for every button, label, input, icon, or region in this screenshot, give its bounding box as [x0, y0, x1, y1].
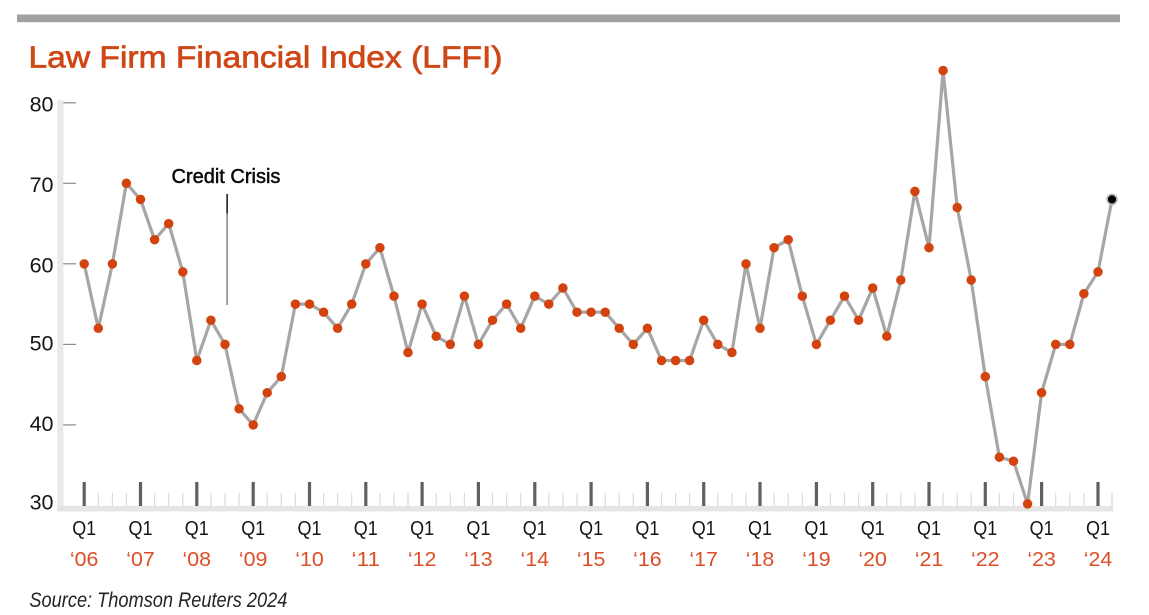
svg-text:Q1: Q1 [692, 518, 716, 540]
svg-text:Q1: Q1 [523, 518, 547, 540]
svg-text:‘18: ‘18 [746, 549, 775, 571]
svg-text:Credit Crisis: Credit Crisis [172, 166, 281, 188]
svg-text:‘12: ‘12 [408, 549, 437, 571]
svg-text:‘20: ‘20 [858, 549, 887, 571]
svg-text:Source: Thomson Reuters 2024: Source: Thomson Reuters 2024 [29, 589, 287, 612]
svg-text:‘24: ‘24 [1084, 549, 1113, 571]
svg-text:Q1: Q1 [748, 518, 772, 540]
svg-text:‘06: ‘06 [70, 549, 99, 571]
svg-text:‘08: ‘08 [183, 549, 212, 571]
svg-text:60: 60 [30, 253, 54, 277]
svg-text:‘15: ‘15 [577, 549, 606, 571]
svg-text:Q1: Q1 [635, 518, 659, 540]
svg-text:Q1: Q1 [298, 518, 322, 540]
svg-text:50: 50 [30, 332, 54, 356]
svg-text:Q1: Q1 [410, 518, 434, 540]
svg-text:Q1: Q1 [129, 518, 153, 540]
svg-text:‘07: ‘07 [126, 549, 155, 571]
svg-text:Q1: Q1 [354, 518, 378, 540]
svg-text:Q1: Q1 [804, 518, 828, 540]
svg-text:‘11: ‘11 [352, 549, 381, 571]
svg-text:Q1: Q1 [185, 518, 209, 540]
svg-text:Q1: Q1 [241, 518, 265, 540]
svg-text:Law Firm Financial Index (LFFI: Law Firm Financial Index (LFFI) [29, 39, 503, 74]
svg-text:80: 80 [30, 93, 54, 117]
svg-text:‘10: ‘10 [295, 549, 324, 571]
svg-text:‘23: ‘23 [1027, 549, 1056, 571]
svg-text:‘16: ‘16 [633, 549, 662, 571]
svg-text:Q1: Q1 [579, 518, 603, 540]
svg-text:‘13: ‘13 [464, 549, 493, 571]
svg-text:70: 70 [30, 173, 54, 197]
svg-text:Q1: Q1 [466, 518, 490, 540]
svg-text:‘21: ‘21 [915, 549, 944, 571]
svg-text:‘17: ‘17 [689, 549, 718, 571]
svg-text:‘14: ‘14 [521, 549, 550, 571]
svg-text:‘09: ‘09 [239, 549, 268, 571]
svg-text:‘19: ‘19 [802, 549, 831, 571]
svg-text:Q1: Q1 [1030, 518, 1054, 540]
svg-text:30: 30 [30, 491, 54, 515]
svg-text:Q1: Q1 [72, 518, 96, 540]
svg-text:Q1: Q1 [917, 518, 941, 540]
svg-text:Q1: Q1 [1086, 518, 1110, 540]
svg-text:40: 40 [30, 412, 54, 436]
svg-text:Q1: Q1 [861, 518, 885, 540]
svg-text:Q1: Q1 [973, 518, 997, 540]
svg-text:‘22: ‘22 [971, 549, 1000, 571]
